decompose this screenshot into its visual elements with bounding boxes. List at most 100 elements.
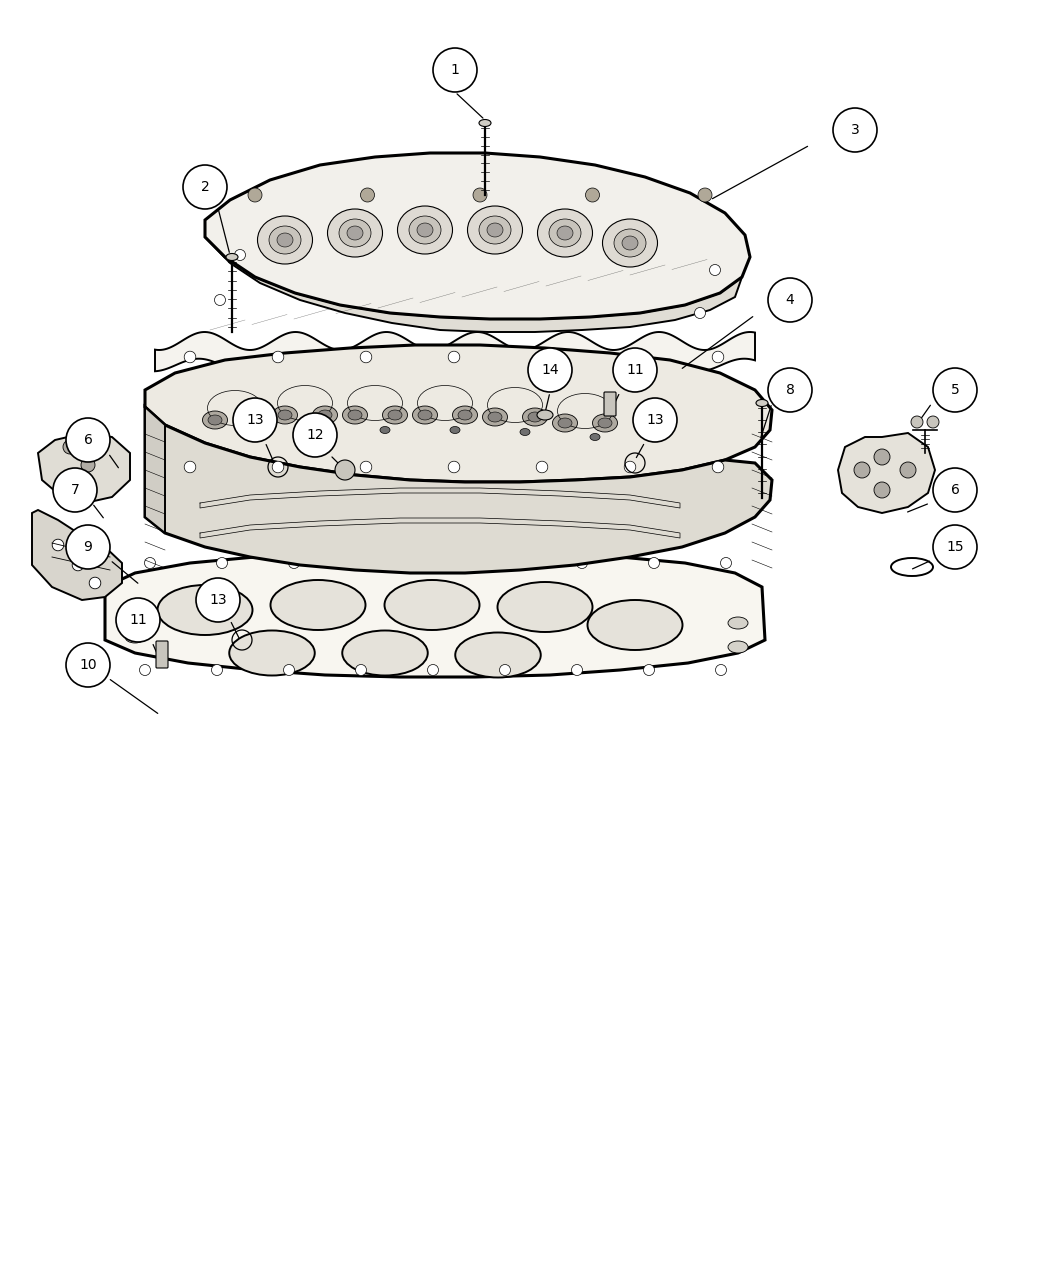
Ellipse shape <box>453 405 478 425</box>
Circle shape <box>710 264 720 275</box>
Ellipse shape <box>418 411 432 419</box>
Circle shape <box>500 664 510 676</box>
Circle shape <box>927 416 939 428</box>
Polygon shape <box>145 407 165 533</box>
Text: 15: 15 <box>946 541 964 555</box>
Circle shape <box>145 557 155 569</box>
Ellipse shape <box>592 414 617 432</box>
Circle shape <box>116 598 160 643</box>
Ellipse shape <box>277 233 293 247</box>
Circle shape <box>537 462 548 473</box>
Circle shape <box>184 462 195 473</box>
Ellipse shape <box>538 209 592 258</box>
Circle shape <box>63 440 77 454</box>
Ellipse shape <box>590 434 600 440</box>
Ellipse shape <box>310 427 320 434</box>
Circle shape <box>360 557 372 569</box>
Ellipse shape <box>603 219 657 266</box>
Ellipse shape <box>483 408 507 426</box>
Circle shape <box>360 351 372 363</box>
Polygon shape <box>145 407 772 572</box>
Polygon shape <box>838 434 934 513</box>
Circle shape <box>272 351 284 363</box>
Ellipse shape <box>523 408 547 426</box>
Circle shape <box>933 468 977 513</box>
Ellipse shape <box>558 418 572 428</box>
Ellipse shape <box>243 411 268 428</box>
Circle shape <box>360 462 372 473</box>
Circle shape <box>854 462 870 478</box>
Circle shape <box>272 462 284 473</box>
Circle shape <box>874 449 890 465</box>
Circle shape <box>472 187 487 201</box>
Ellipse shape <box>342 631 427 676</box>
Ellipse shape <box>348 411 362 419</box>
Circle shape <box>335 460 355 479</box>
Circle shape <box>284 664 294 676</box>
Circle shape <box>874 482 890 499</box>
Circle shape <box>911 416 923 428</box>
Circle shape <box>433 557 443 569</box>
Circle shape <box>715 664 727 676</box>
Polygon shape <box>105 550 765 677</box>
Ellipse shape <box>398 207 453 254</box>
Ellipse shape <box>456 632 541 677</box>
Ellipse shape <box>382 405 407 425</box>
Text: 9: 9 <box>84 541 92 555</box>
Ellipse shape <box>549 219 581 247</box>
Circle shape <box>433 48 477 92</box>
Circle shape <box>196 578 240 622</box>
Ellipse shape <box>728 617 748 629</box>
Circle shape <box>448 462 460 473</box>
Ellipse shape <box>208 414 222 425</box>
Circle shape <box>289 557 299 569</box>
Circle shape <box>89 578 101 589</box>
Text: 11: 11 <box>626 363 644 377</box>
Circle shape <box>698 187 712 201</box>
Circle shape <box>833 108 877 152</box>
Ellipse shape <box>417 223 433 237</box>
Polygon shape <box>38 434 130 504</box>
Text: 14: 14 <box>541 363 559 377</box>
Ellipse shape <box>229 631 315 676</box>
Ellipse shape <box>728 641 748 653</box>
Text: 7: 7 <box>70 483 80 497</box>
Polygon shape <box>155 332 755 371</box>
Ellipse shape <box>203 411 228 428</box>
Circle shape <box>933 525 977 569</box>
Circle shape <box>571 664 583 676</box>
Circle shape <box>712 462 723 473</box>
Circle shape <box>633 398 677 442</box>
Ellipse shape <box>257 215 313 264</box>
Ellipse shape <box>158 585 252 635</box>
Circle shape <box>211 664 223 676</box>
Ellipse shape <box>273 405 297 425</box>
Ellipse shape <box>556 226 573 240</box>
Text: 8: 8 <box>785 382 795 397</box>
Circle shape <box>694 307 706 319</box>
Circle shape <box>52 468 97 513</box>
Ellipse shape <box>588 601 682 650</box>
Circle shape <box>933 368 977 412</box>
Circle shape <box>427 664 439 676</box>
Ellipse shape <box>248 414 262 425</box>
Text: 5: 5 <box>950 382 960 397</box>
Ellipse shape <box>756 399 768 407</box>
Polygon shape <box>145 346 772 482</box>
Ellipse shape <box>271 580 365 630</box>
Ellipse shape <box>537 411 553 419</box>
Circle shape <box>356 664 366 676</box>
Circle shape <box>184 351 195 363</box>
Ellipse shape <box>479 120 491 126</box>
Text: 6: 6 <box>950 483 960 497</box>
Circle shape <box>68 476 82 490</box>
Ellipse shape <box>520 428 530 436</box>
Circle shape <box>624 351 636 363</box>
Text: 13: 13 <box>646 413 664 427</box>
Circle shape <box>586 187 600 201</box>
Ellipse shape <box>598 418 612 428</box>
Ellipse shape <box>388 411 402 419</box>
Circle shape <box>81 458 94 472</box>
FancyBboxPatch shape <box>604 391 616 416</box>
Ellipse shape <box>125 631 145 643</box>
